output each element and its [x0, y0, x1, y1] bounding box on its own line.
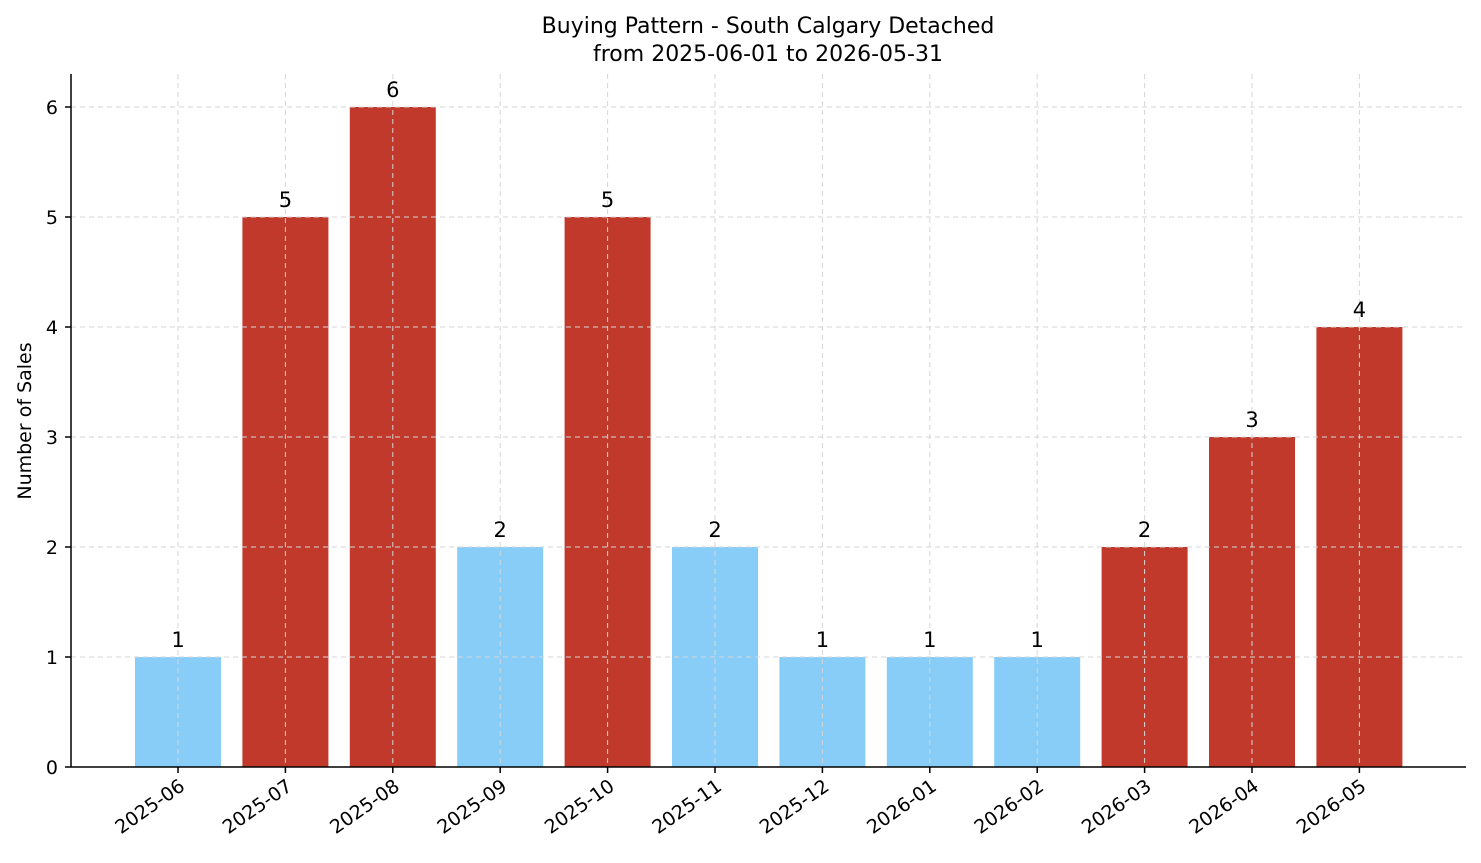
data-label-2025-08: 6 [386, 78, 399, 102]
data-label-2025-06: 1 [171, 628, 184, 652]
x-tick-label: 2026-03 [1078, 775, 1156, 839]
data-label-2026-05: 4 [1353, 298, 1366, 322]
data-label-2025-12: 1 [816, 628, 829, 652]
y-tick-label: 5 [46, 207, 58, 229]
data-labels: 1 5 6 2 5 2 1 1 1 2 3 4 [171, 78, 1366, 652]
y-axis-label: Number of Sales [14, 342, 36, 499]
chart-subtitle: from 2025-06-01 to 2026-05-31 [593, 42, 943, 67]
data-label-2025-11: 2 [708, 518, 721, 542]
x-tick-label: 2026-02 [970, 775, 1048, 839]
data-label-2025-07: 5 [279, 188, 292, 212]
y-tick-label: 2 [46, 537, 58, 559]
data-label-2026-03: 2 [1138, 518, 1151, 542]
bar-2025-12 [779, 657, 866, 767]
chart-title: Buying Pattern - South Calgary Detached [542, 14, 995, 39]
y-tick-label: 0 [46, 757, 58, 779]
data-label-2026-02: 1 [1031, 628, 1044, 652]
data-label-2026-04: 3 [1245, 408, 1258, 432]
y-tick-label: 1 [46, 647, 58, 669]
x-tick-label: 2025-06 [111, 775, 189, 839]
x-tick-label: 2026-01 [863, 775, 941, 839]
x-tick-label: 2025-09 [433, 775, 511, 839]
data-label-2025-10: 5 [601, 188, 614, 212]
bar-2026-02 [994, 657, 1081, 767]
x-tick-label: 2025-08 [326, 775, 404, 839]
y-tick-label: 3 [46, 427, 58, 449]
x-tick-label: 2025-11 [648, 775, 726, 839]
x-tick-label: 2025-12 [756, 775, 834, 839]
x-tick-label: 2025-10 [541, 775, 619, 839]
bar-2026-01 [886, 657, 973, 767]
data-label-2025-09: 2 [494, 518, 507, 542]
data-label-2026-01: 1 [923, 628, 936, 652]
y-tick-label: 6 [46, 97, 58, 119]
bar-2025-06 [135, 657, 221, 767]
x-tick-label: 2026-04 [1185, 775, 1263, 839]
grid [71, 74, 1466, 767]
y-tick-label: 4 [46, 317, 58, 339]
x-tick-label: 2025-07 [219, 775, 297, 839]
x-tick-label: 2026-05 [1293, 775, 1371, 839]
